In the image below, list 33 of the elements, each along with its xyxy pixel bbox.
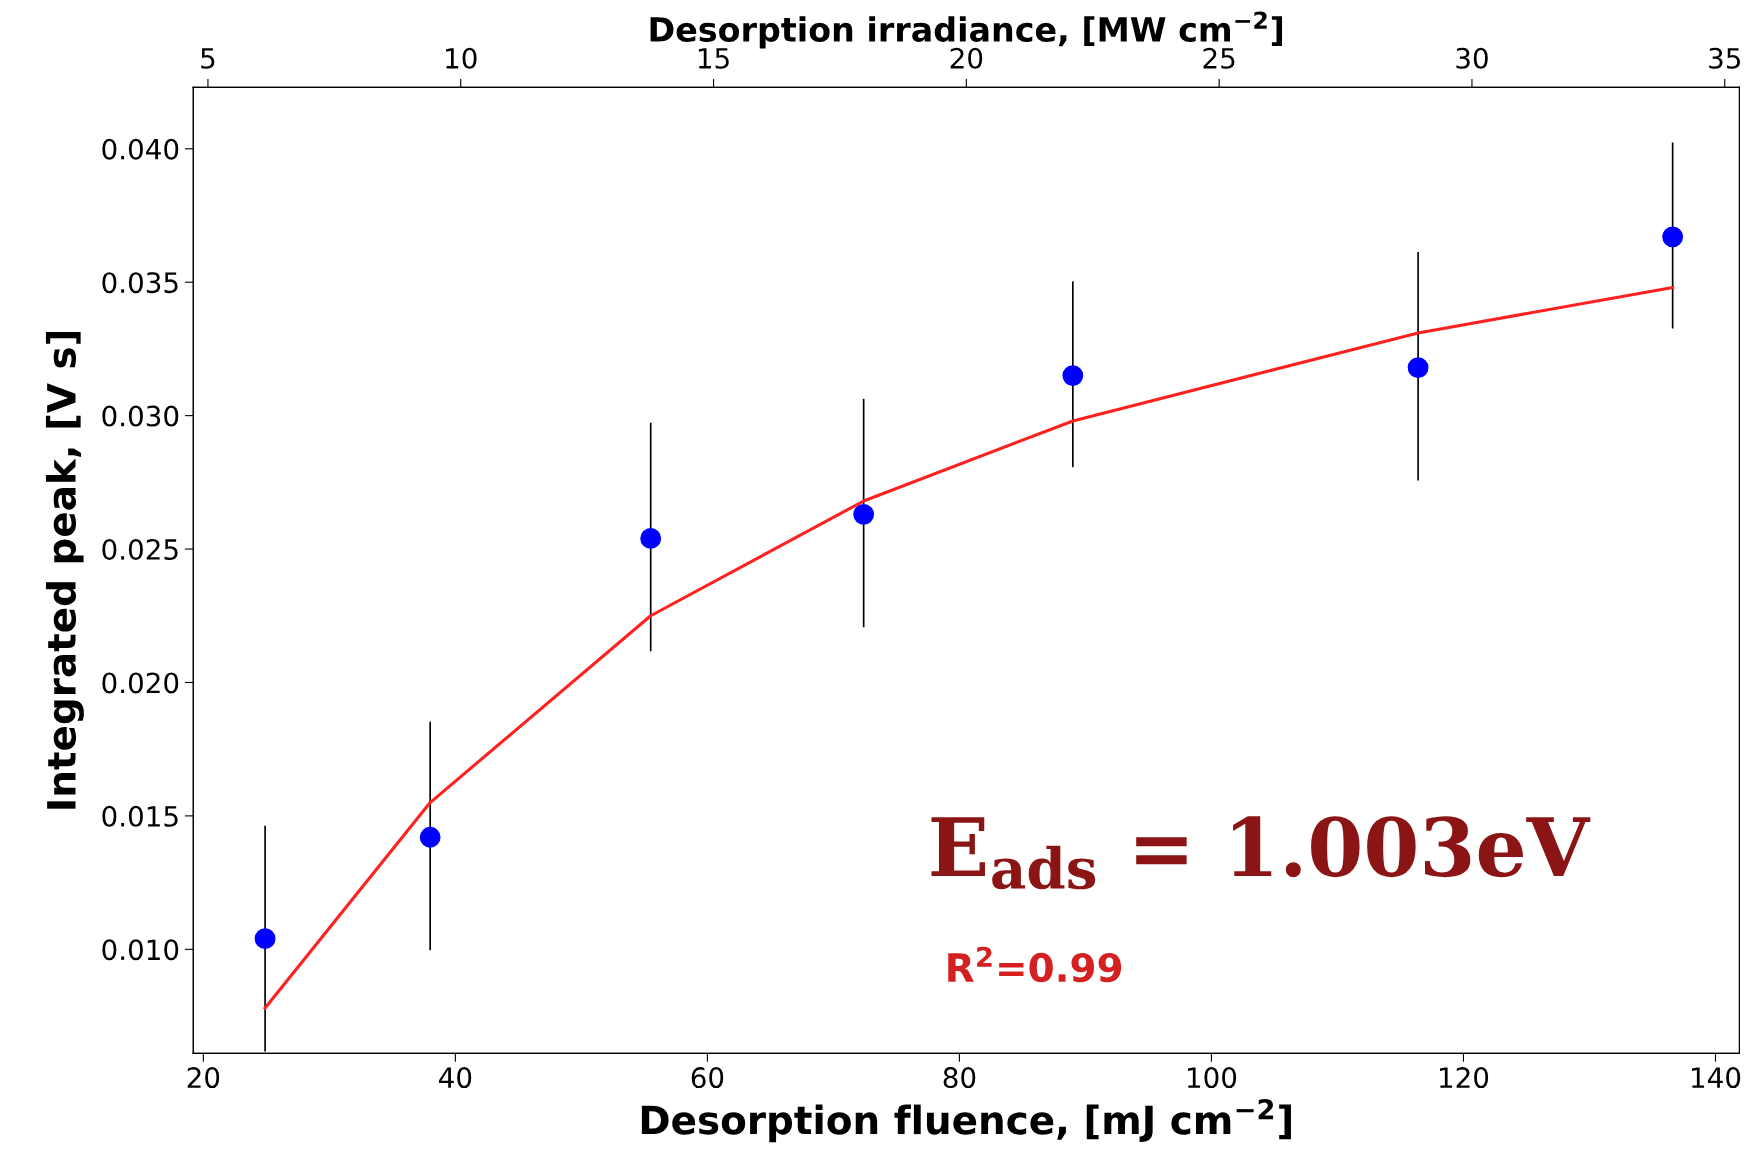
line-series — [263, 286, 1675, 1010]
y-tick-label: 0.040 — [102, 138, 179, 160]
point — [853, 503, 875, 525]
x2-tick-label: 25 — [1203, 47, 1235, 69]
x2-tick-label: 35 — [1709, 47, 1741, 69]
y-tick-label: 0.010 — [102, 939, 179, 961]
x-tick-label: 140 — [1692, 1067, 1741, 1089]
x2-tick-label: 30 — [1456, 47, 1488, 69]
point — [1662, 226, 1684, 248]
x-tick-label: 40 — [439, 1067, 472, 1089]
point — [419, 826, 441, 848]
x2-tick-label: 15 — [698, 48, 729, 69]
y-axis-title: Integrated peak, [V s] — [45, 331, 84, 809]
point — [254, 928, 276, 950]
x2-tick-label: 5 — [201, 48, 215, 69]
x-tick-label: 60 — [691, 1067, 724, 1089]
x2-tick-label: 20 — [950, 47, 983, 69]
x-axis-title: Desorption fluence, [mJ cm$^{−2}$] — [641, 1099, 1291, 1143]
annotation: R$^{2}$=0.99 — [948, 946, 1122, 983]
point — [1407, 357, 1429, 379]
x2-tick-label: 10 — [446, 47, 477, 69]
x-tick-label: 100 — [1187, 1067, 1237, 1089]
x-tick-label: 120 — [1440, 1067, 1489, 1089]
x-tick-label: 80 — [943, 1067, 976, 1089]
y-tick-label: 0.030 — [102, 405, 179, 427]
x-tick-label: 20 — [187, 1067, 220, 1089]
y-tick-label: 0.035 — [102, 272, 178, 294]
point — [1062, 365, 1084, 387]
y-tick-label: 0.015 — [102, 805, 178, 827]
point — [640, 527, 662, 549]
annotation: E$_{ads}$ = 1.003eV — [931, 816, 1591, 890]
y-tick-label: 0.025 — [102, 538, 178, 560]
y-tick-label: 0.020 — [102, 672, 179, 694]
